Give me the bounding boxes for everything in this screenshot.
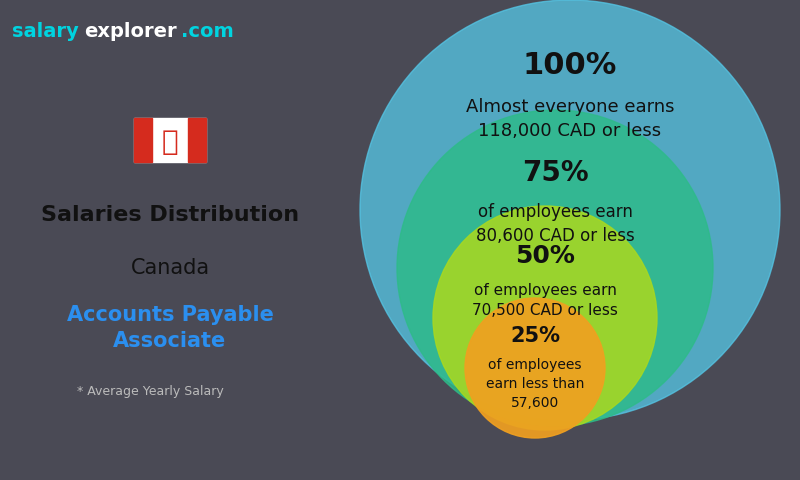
Circle shape — [465, 298, 605, 438]
Text: salary: salary — [12, 22, 78, 41]
Text: of employees earn
70,500 CAD or less: of employees earn 70,500 CAD or less — [472, 283, 618, 318]
Text: of employees
earn less than
57,600: of employees earn less than 57,600 — [486, 359, 584, 410]
Text: * Average Yearly Salary: * Average Yearly Salary — [77, 385, 223, 398]
Text: of employees earn
80,600 CAD or less: of employees earn 80,600 CAD or less — [476, 203, 634, 245]
Bar — [188, 118, 206, 162]
Text: Almost everyone earns
118,000 CAD or less: Almost everyone earns 118,000 CAD or les… — [466, 98, 674, 140]
Text: 🍁: 🍁 — [162, 128, 178, 156]
Text: Canada: Canada — [130, 258, 210, 278]
Text: Accounts Payable
Associate: Accounts Payable Associate — [66, 305, 274, 351]
Text: .com: .com — [181, 22, 234, 41]
Text: Salaries Distribution: Salaries Distribution — [41, 205, 299, 225]
Text: explorer: explorer — [84, 22, 177, 41]
Text: 25%: 25% — [510, 326, 560, 346]
Circle shape — [433, 206, 657, 430]
Text: 100%: 100% — [523, 50, 617, 80]
Bar — [134, 118, 206, 162]
Circle shape — [360, 0, 780, 420]
Bar — [134, 118, 152, 162]
Text: 50%: 50% — [515, 244, 575, 268]
Text: 75%: 75% — [522, 159, 588, 187]
Circle shape — [397, 110, 713, 426]
